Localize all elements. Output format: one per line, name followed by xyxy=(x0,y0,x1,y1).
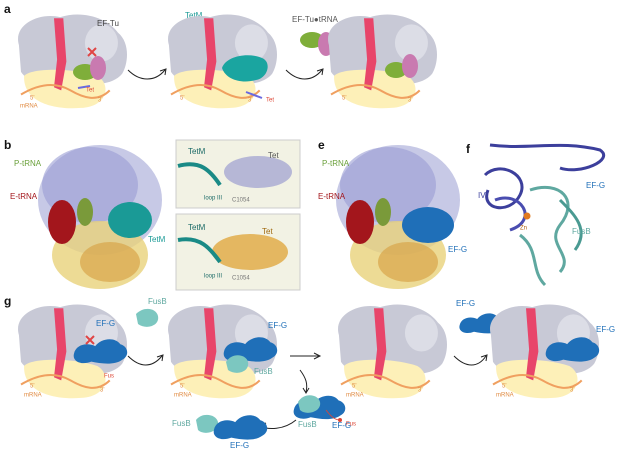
label: loop III xyxy=(204,196,222,202)
panel-label: a xyxy=(4,2,11,16)
label: 5' xyxy=(30,384,34,390)
label: Tet xyxy=(262,227,273,236)
block-cross xyxy=(87,47,97,57)
label: EF-G xyxy=(448,245,467,254)
loop xyxy=(177,162,222,187)
label: EF-G xyxy=(268,321,287,330)
label: 3' xyxy=(418,388,422,394)
label: Tet xyxy=(266,98,274,104)
label: C1054 xyxy=(232,276,250,282)
label: P-tRNA xyxy=(322,159,350,168)
loop xyxy=(177,237,222,264)
label: C1054 xyxy=(232,198,250,204)
arrow xyxy=(127,68,167,80)
ef-g xyxy=(213,415,268,440)
label: 3' xyxy=(100,388,104,394)
trna xyxy=(90,56,106,80)
label: P-tRNA xyxy=(14,159,42,168)
label: 5' xyxy=(352,384,356,390)
tetm xyxy=(222,55,268,82)
label: FusB xyxy=(148,297,167,306)
zinc xyxy=(523,212,531,220)
structure-image xyxy=(38,145,162,289)
label: loop III xyxy=(204,274,222,280)
panel-label: b xyxy=(4,138,11,152)
tet xyxy=(245,91,263,99)
label: 5' xyxy=(502,384,506,390)
label: EF-G xyxy=(96,319,115,328)
label: FusB xyxy=(254,367,273,376)
label: mRNA xyxy=(174,393,192,399)
tet xyxy=(77,85,91,89)
arrow xyxy=(290,352,322,360)
label: Zn xyxy=(520,226,527,232)
ribosome xyxy=(326,13,439,110)
label: FusB xyxy=(298,420,317,429)
label: FusB xyxy=(172,419,191,428)
fusb xyxy=(196,414,219,433)
fus-path xyxy=(325,409,341,421)
label: EF-G xyxy=(586,181,605,190)
label: 3' xyxy=(248,98,252,104)
tet-density xyxy=(212,234,288,270)
label: 3' xyxy=(570,388,574,394)
label: EF-G xyxy=(596,325,615,334)
block-cross xyxy=(85,335,95,345)
trna xyxy=(402,54,418,78)
label: TetM xyxy=(185,11,203,20)
label: mRNA xyxy=(496,393,514,399)
panel-label: g xyxy=(4,294,11,308)
arrow xyxy=(285,68,324,80)
arrow xyxy=(299,369,310,394)
label: E-tRNA xyxy=(10,192,38,201)
ribosome xyxy=(16,13,129,110)
tet-density xyxy=(224,156,292,188)
label: 3' xyxy=(98,98,102,104)
label: EF-G xyxy=(332,421,351,430)
label: 5' xyxy=(180,384,184,390)
label: 5' xyxy=(342,96,346,102)
fusb xyxy=(136,308,159,327)
label: mRNA xyxy=(24,393,42,399)
label: EF-G xyxy=(456,299,475,308)
arrow xyxy=(453,354,488,366)
label: 5' xyxy=(180,96,184,102)
arrow xyxy=(127,354,164,366)
label: TetM xyxy=(148,235,166,244)
label: EF-Tu●tRNA xyxy=(292,15,339,24)
label: 5' xyxy=(30,96,34,102)
label: IV xyxy=(478,191,486,200)
label: TetM xyxy=(188,223,206,232)
label: mRNA xyxy=(20,104,38,110)
label: Tet xyxy=(86,88,94,94)
label: E-tRNA xyxy=(318,192,346,201)
label: TetM xyxy=(188,147,206,156)
label: FusB xyxy=(572,227,591,236)
structure-image xyxy=(336,145,460,289)
fusb xyxy=(226,355,249,373)
panel-label: f xyxy=(466,142,471,156)
panel-label: e xyxy=(318,138,325,152)
label: 3' xyxy=(408,98,412,104)
label: Fus xyxy=(346,422,356,428)
label: EF-G xyxy=(230,441,249,450)
label: Tet xyxy=(268,151,279,160)
label: mRNA xyxy=(346,393,364,399)
label: EF-Tu xyxy=(97,19,119,28)
label: Fus xyxy=(104,374,114,380)
ef-tu xyxy=(385,62,407,78)
ribbon-structure xyxy=(483,143,605,287)
fusb xyxy=(298,395,321,413)
